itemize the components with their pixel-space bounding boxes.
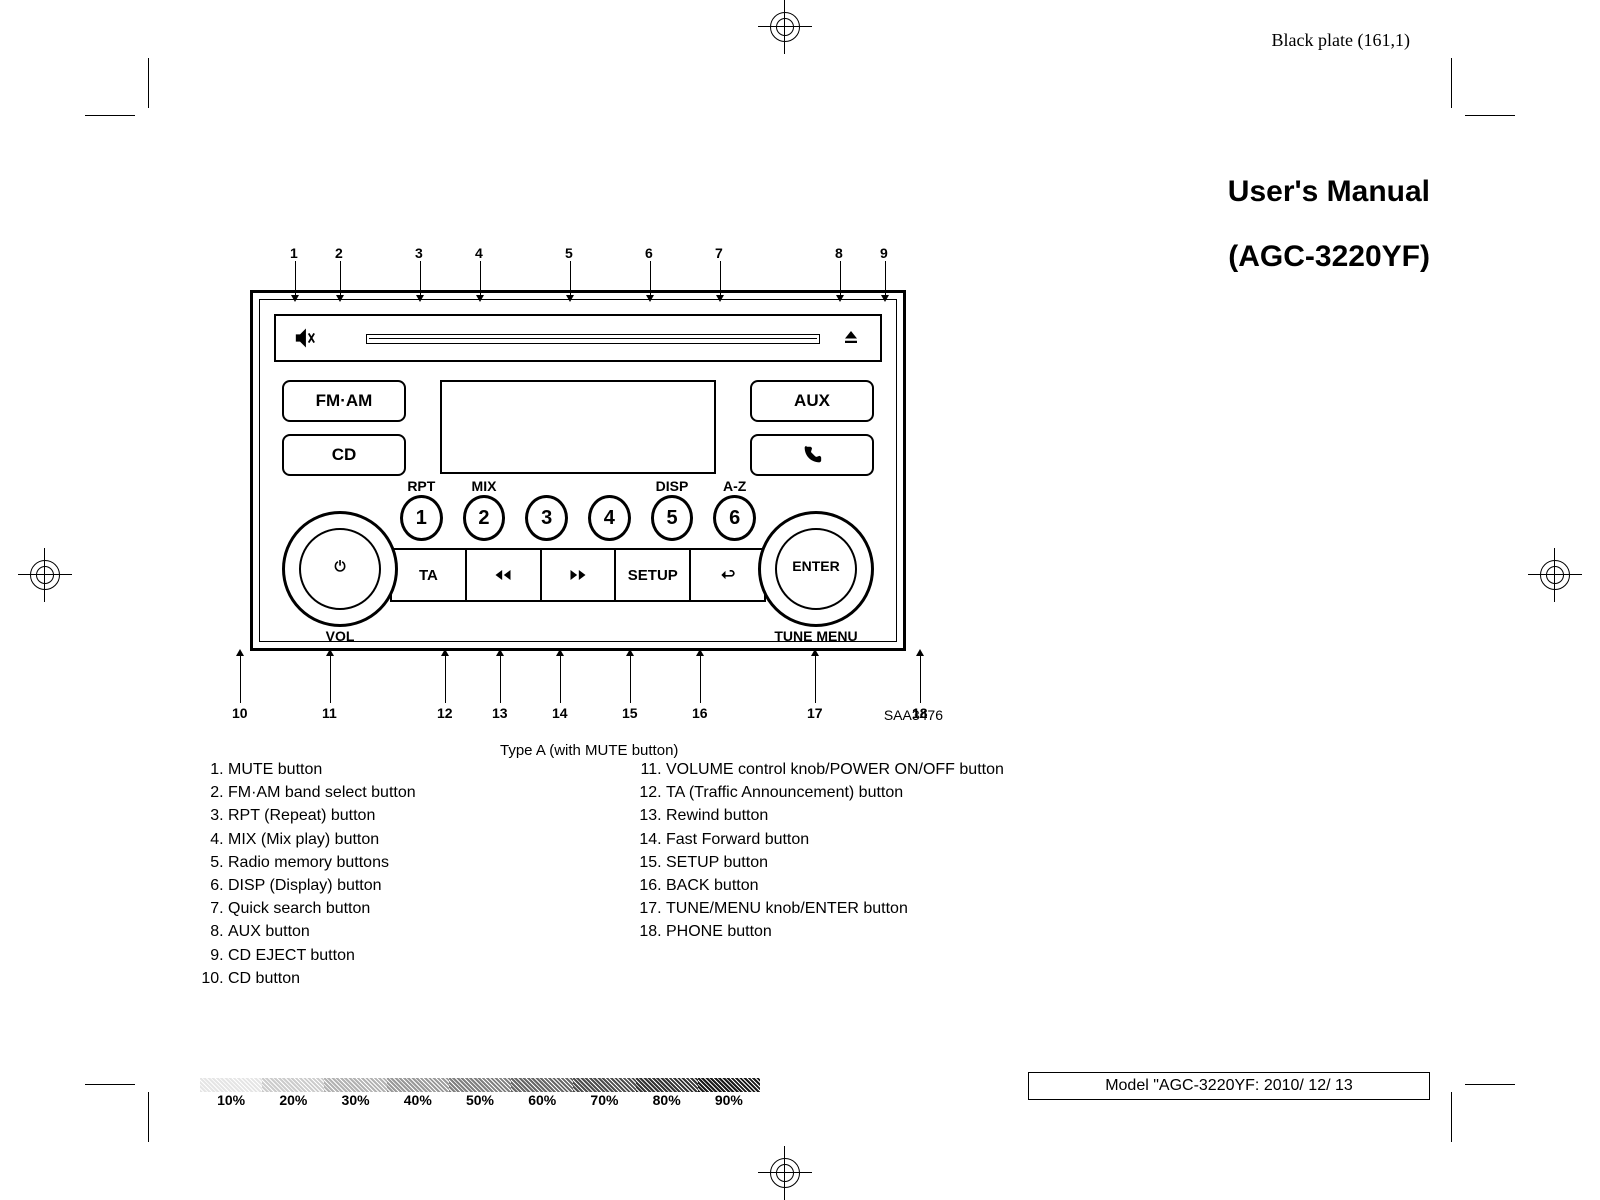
callout-number: 1: [290, 245, 298, 261]
tint-label: 80%: [636, 1092, 698, 1108]
tune-menu-label: TUNE MENU: [761, 628, 871, 644]
preset-button: 1RPT: [400, 495, 443, 541]
callout-number: 13: [492, 705, 508, 721]
radio-diagram: 123456789 FM·AM CD AUX: [200, 245, 955, 735]
callout-number: 2: [335, 245, 343, 261]
eject-icon: [840, 326, 862, 348]
registration-mark: [770, 1158, 800, 1188]
tint-bar: 10%20%30%40%50%60%70%80%90%: [200, 1078, 760, 1108]
callout-number: 16: [692, 705, 708, 721]
crop-mark: [148, 1092, 149, 1142]
preset-label: A-Z: [723, 478, 746, 494]
preset-button: 6A-Z: [713, 495, 756, 541]
callout-number: 14: [552, 705, 568, 721]
legend-item: CD button: [228, 967, 416, 990]
preset-label: DISP: [656, 478, 689, 494]
figure-id: SAA3476: [884, 707, 943, 723]
cd-slot: [366, 334, 820, 344]
preset-row: 1RPT 2MIX 34 5DISP 6A-Z: [400, 495, 756, 541]
power-icon: ⏻: [285, 558, 395, 575]
cd-button: CD: [282, 434, 406, 476]
legend-item: BACK button: [666, 874, 1004, 897]
doc-subtitle: (AGC-3220YF): [1228, 240, 1430, 274]
crop-mark: [1465, 1084, 1515, 1085]
doc-title: User's Manual: [1228, 175, 1430, 209]
legend-item: TA (Traffic Announcement) button: [666, 781, 1004, 804]
model-footer: Model "AGC-3220YF: 2010/ 12/ 13: [1028, 1072, 1430, 1100]
tint-label: 20%: [262, 1092, 324, 1108]
callout-number: 6: [645, 245, 653, 261]
legend-item: FM·AM band select button: [228, 781, 416, 804]
callout-number: 9: [880, 245, 888, 261]
tint-label: 50%: [449, 1092, 511, 1108]
callout-number: 17: [807, 705, 823, 721]
legend-item: SETUP button: [666, 851, 1004, 874]
preset-label: MIX: [472, 478, 497, 494]
preset-label: RPT: [407, 478, 435, 494]
legend-item: CD EJECT button: [228, 944, 416, 967]
callout-number: 11: [322, 705, 337, 721]
top-bar: [274, 314, 882, 362]
crop-mark: [1451, 58, 1452, 108]
callout-number: 12: [437, 705, 453, 721]
fast-forward-button: [542, 550, 617, 600]
legend-item: TUNE/MENU knob/ENTER button: [666, 897, 1004, 920]
crop-mark: [1451, 1092, 1452, 1142]
tint-label: 60%: [511, 1092, 573, 1108]
phone-button: [750, 434, 874, 476]
callout-number: 8: [835, 245, 843, 261]
legend-item: DISP (Display) button: [228, 874, 416, 897]
callout-number: 3: [415, 245, 423, 261]
tint-label: 70%: [573, 1092, 635, 1108]
legend-item: MIX (Mix play) button: [228, 828, 416, 851]
mute-icon: [294, 327, 316, 349]
crop-mark: [85, 1084, 135, 1085]
callout-number: 5: [565, 245, 573, 261]
legend-column-2: VOLUME control knob/POWER ON/OFF buttonT…: [630, 758, 1004, 944]
callout-number: 7: [715, 245, 723, 261]
setup-button: SETUP: [616, 550, 691, 600]
preset-button: 4: [588, 495, 631, 541]
legend-item: Quick search button: [228, 897, 416, 920]
tint-label: 10%: [200, 1092, 262, 1108]
legend-item: RPT (Repeat) button: [228, 804, 416, 827]
tint-label: 40%: [387, 1092, 449, 1108]
vol-label: VOL: [285, 628, 395, 644]
lower-button-panel: TA SETUP: [390, 548, 766, 602]
crop-mark: [85, 115, 135, 116]
tune-menu-knob: ENTER TUNE MENU: [758, 511, 874, 627]
legend-item: VOLUME control knob/POWER ON/OFF button: [666, 758, 1004, 781]
ta-button: TA: [392, 550, 467, 600]
registration-mark: [1540, 560, 1570, 590]
tint-label: 30%: [324, 1092, 386, 1108]
legend-item: PHONE button: [666, 920, 1004, 943]
crop-mark: [148, 58, 149, 108]
figure-caption: Type A (with MUTE button): [500, 742, 678, 759]
callout-number: 4: [475, 245, 483, 261]
preset-button: 2MIX: [463, 495, 506, 541]
legend-item: Radio memory buttons: [228, 851, 416, 874]
callout-number: 10: [232, 705, 248, 721]
registration-mark: [30, 560, 60, 590]
tint-label: 90%: [698, 1092, 760, 1108]
volume-knob: ⏻ VOL: [282, 511, 398, 627]
legend-item: MUTE button: [228, 758, 416, 781]
legend-item: Rewind button: [666, 804, 1004, 827]
rewind-button: [467, 550, 542, 600]
legend-item: AUX button: [228, 920, 416, 943]
registration-mark: [770, 12, 800, 42]
legend-column-1: MUTE buttonFM·AM band select buttonRPT (…: [200, 758, 416, 990]
fm-am-button: FM·AM: [282, 380, 406, 422]
crop-mark: [1465, 115, 1515, 116]
back-button: [691, 550, 764, 600]
enter-label: ENTER: [761, 558, 871, 574]
preset-button: 3: [525, 495, 568, 541]
lcd-display: [440, 380, 716, 474]
aux-button: AUX: [750, 380, 874, 422]
preset-button: 5DISP: [651, 495, 694, 541]
plate-label: Black plate (161,1): [1272, 30, 1410, 51]
callout-number: 15: [622, 705, 638, 721]
legend-item: Fast Forward button: [666, 828, 1004, 851]
